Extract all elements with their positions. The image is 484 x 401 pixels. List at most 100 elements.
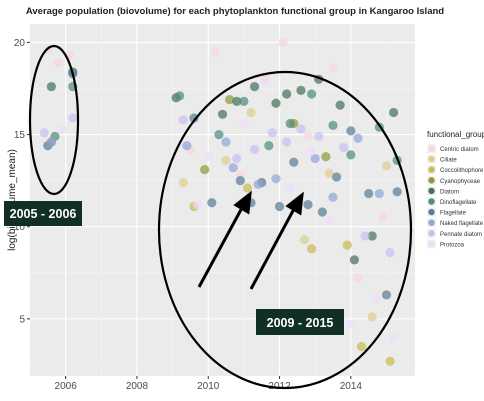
data-point	[331, 172, 342, 182]
data-point	[364, 188, 374, 199]
data-points	[39, 37, 402, 366]
data-point	[353, 133, 363, 143]
data-point	[242, 183, 253, 193]
data-point	[271, 174, 281, 184]
data-point	[285, 183, 295, 193]
data-point	[225, 94, 235, 105]
data-point	[57, 124, 67, 134]
data-point	[235, 176, 245, 186]
x-tick-label: 2006	[55, 381, 78, 392]
data-point	[203, 152, 213, 162]
legend-swatch	[428, 187, 435, 195]
data-point	[253, 179, 263, 189]
data-point	[285, 118, 295, 129]
data-point	[342, 240, 352, 250]
data-point	[324, 216, 335, 226]
data-point	[346, 319, 356, 329]
data-point	[367, 231, 377, 241]
arrow-line-2	[249, 206, 297, 290]
legend-label: Pennate diatom	[440, 232, 482, 238]
data-point	[374, 188, 384, 199]
highlight-ellipse-left	[28, 44, 80, 196]
x-tick-label: 2012	[268, 381, 291, 392]
x-axis-ticks: 2006 2008 2010 2012 2014	[55, 376, 362, 392]
data-point	[335, 100, 345, 110]
highlight-ellipse-right	[157, 70, 413, 390]
data-point	[307, 89, 317, 99]
data-point	[328, 192, 338, 202]
data-point	[303, 200, 313, 210]
data-point	[381, 161, 392, 171]
legend-label: Cyanophyceae	[440, 179, 481, 185]
data-point	[68, 113, 78, 123]
legend-label: Dinoflagellate	[440, 200, 477, 206]
plot-panel	[30, 24, 415, 376]
data-point	[378, 212, 388, 223]
data-point	[178, 177, 188, 188]
data-point	[385, 247, 395, 258]
y-tick-label: 10	[14, 222, 26, 233]
data-point	[221, 155, 231, 165]
data-point	[282, 137, 292, 147]
data-point	[46, 82, 56, 92]
data-point	[321, 152, 331, 162]
data-point	[267, 128, 278, 138]
data-point	[192, 200, 203, 210]
data-point	[289, 157, 299, 167]
series-points	[178, 107, 392, 322]
data-point	[264, 141, 274, 151]
legend-swatch	[428, 240, 435, 248]
y-tick-label: 15	[14, 130, 26, 141]
legend-swatch	[428, 177, 435, 184]
x-tick-label: 2008	[126, 381, 149, 392]
data-point	[39, 128, 49, 138]
series-points	[46, 133, 384, 210]
data-point	[246, 107, 256, 118]
legend-swatch	[428, 198, 435, 205]
data-point	[217, 109, 228, 119]
legend-label: Flagellate	[440, 211, 467, 217]
legend-label: Coccolithophore	[440, 168, 484, 174]
data-point	[392, 187, 402, 197]
legend-swatch	[428, 230, 435, 237]
data-point	[189, 113, 199, 123]
data-point	[346, 150, 356, 160]
x-tick-label: 2010	[197, 381, 220, 392]
data-point	[367, 312, 377, 322]
data-point	[303, 131, 313, 142]
series-points	[39, 113, 395, 258]
data-point	[271, 98, 281, 108]
data-point	[385, 356, 395, 366]
data-point	[178, 115, 188, 125]
data-point	[210, 47, 220, 57]
data-point	[299, 235, 310, 245]
data-point	[296, 124, 306, 134]
arrows	[197, 190, 304, 290]
data-point	[389, 332, 399, 342]
legend: Centric diatom Ciliate Coccolithophore Cyan…	[427, 144, 484, 249]
data-point	[381, 290, 392, 300]
legend-label: Protozoa	[440, 242, 465, 248]
data-point	[200, 164, 210, 175]
data-point	[278, 37, 288, 48]
arrowhead-1-icon	[233, 190, 252, 215]
data-point	[53, 58, 64, 68]
legend-label: Diatom	[440, 189, 459, 195]
legend-swatch	[428, 166, 435, 173]
data-point	[239, 96, 249, 107]
legend-swatch	[428, 145, 435, 152]
arrowhead-2-icon	[285, 191, 304, 216]
legend-label: Naked flagellate	[440, 221, 484, 227]
data-point	[328, 120, 338, 130]
y-tick-label: 20	[14, 38, 26, 49]
data-point	[353, 273, 363, 283]
data-point	[317, 207, 327, 217]
data-point	[282, 89, 292, 99]
data-point	[307, 146, 317, 156]
arrow-line-1	[197, 205, 245, 288]
chart-title: Average population (biovolume) for each …	[26, 6, 444, 17]
data-point	[249, 82, 260, 92]
data-point	[232, 153, 242, 164]
legend-label: Ciliate	[440, 158, 457, 164]
data-point	[346, 126, 356, 136]
